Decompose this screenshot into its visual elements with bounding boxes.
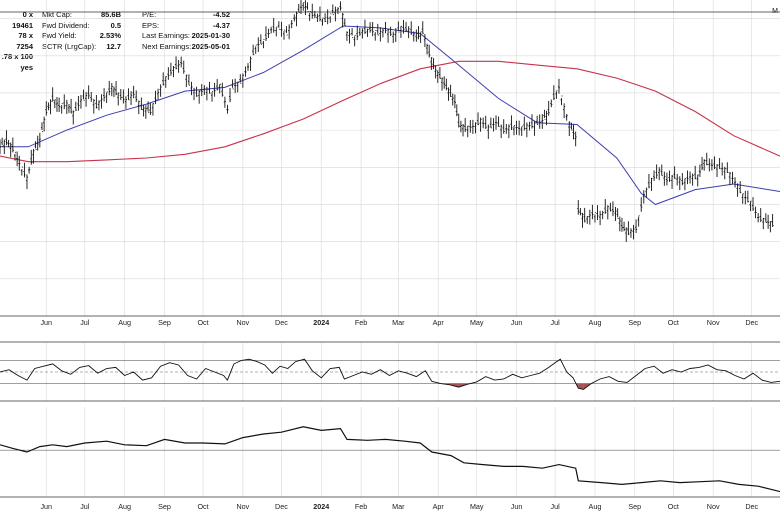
stats-col2-values: -4.52 -4.37 2025-01-30 2025-05-01 <box>180 10 230 52</box>
x-tick-label: Nov <box>707 502 720 511</box>
rsi-oversold-fill <box>578 383 584 390</box>
stat-value: 85.6B <box>100 10 121 19</box>
stat-label: Fwd Yield: <box>42 31 77 41</box>
stats-col1-labels: Mkt Cap: Fwd Dividend: Fwd Yield: SCTR (… <box>42 10 98 52</box>
stat-label: Last Earnings: <box>142 31 190 41</box>
x-tick-label: Oct <box>668 502 679 511</box>
stat-value: -4.37 <box>212 20 230 30</box>
header-left-value: 78 x 7254 <box>16 31 33 51</box>
x-tick-label: Apr <box>433 502 445 511</box>
header-left-value: yes <box>20 62 33 72</box>
x-tick-label: 2024 <box>313 318 329 327</box>
x-tick-label: Dec <box>275 318 288 327</box>
x-tick-label: Jul <box>551 318 561 327</box>
x-tick-label: Dec <box>745 502 758 511</box>
x-tick-label: Sep <box>158 502 171 511</box>
x-tick-label: Jun <box>511 502 523 511</box>
stat-value: 12.7 <box>106 41 121 51</box>
header-left-value: 0 x 19461 <box>12 10 33 30</box>
x-tick-label: Dec <box>275 502 288 511</box>
stat-value: 2.53% <box>99 31 121 41</box>
x-tick-label: 2024 <box>313 502 329 511</box>
stat-label: Next Earnings: <box>142 41 192 51</box>
x-tick-label: Mar <box>392 502 405 511</box>
stat-value: 0.5 <box>110 20 121 30</box>
x-tick-label: Aug <box>118 502 131 511</box>
x-tick-label: Jun <box>40 502 52 511</box>
relative-strength-line <box>0 426 780 493</box>
x-tick-label: Mar <box>392 318 405 327</box>
x-tick-label: Nov <box>236 318 249 327</box>
x-tick-label: Jun <box>40 318 52 327</box>
x-tick-label: Feb <box>355 318 367 327</box>
stat-label: Mkt Cap: <box>42 10 73 19</box>
stats-col2-labels: P/E: EPS: Last Earnings: Next Earnings: <box>142 10 242 52</box>
x-tick-label: Jun <box>511 318 523 327</box>
x-tick-label: Oct <box>668 318 679 327</box>
stat-value: 2025-01-30 <box>191 31 230 41</box>
rsi-line <box>0 358 780 390</box>
stats-col1-values: 85.6B 0.5 2.53% 12.7 <box>85 10 121 52</box>
ma-short-line <box>0 25 780 206</box>
x-tick-label: Jul <box>80 318 90 327</box>
ma-long-line <box>0 60 780 163</box>
corner-label: M <box>772 8 778 15</box>
stat-value: 2025-05-01 <box>191 41 230 51</box>
x-tick-label: May <box>470 318 484 327</box>
x-tick-label: Aug <box>118 318 131 327</box>
x-tick-label: Nov <box>707 318 720 327</box>
header-left-value: .78 x 100 <box>1 52 33 62</box>
x-tick-label: Sep <box>158 318 171 327</box>
x-tick-label: Aug <box>589 502 602 511</box>
stat-label: P/E: <box>142 10 157 19</box>
x-tick-label: Aug <box>589 318 602 327</box>
x-tick-label: Jul <box>551 502 561 511</box>
x-tick-label: Oct <box>197 318 208 327</box>
x-tick-label: Feb <box>355 502 367 511</box>
x-tick-label: Oct <box>197 502 208 511</box>
x-tick-label: Nov <box>236 502 249 511</box>
stat-label: Fwd Dividend: <box>42 20 90 30</box>
stat-label: EPS: <box>142 20 160 30</box>
x-tick-label: May <box>470 502 484 511</box>
x-tick-label: Jul <box>80 502 90 511</box>
x-tick-label: Sep <box>628 502 641 511</box>
x-tick-label: Dec <box>745 318 758 327</box>
x-tick-label: Apr <box>433 318 445 327</box>
stat-label: SCTR (LrgCap): <box>42 41 97 51</box>
stat-value: -4.52 <box>212 10 230 19</box>
header-left-values: 0 x 19461 78 x 7254 .78 x 100 yes <box>0 10 33 74</box>
x-tick-label: Sep <box>628 318 641 327</box>
